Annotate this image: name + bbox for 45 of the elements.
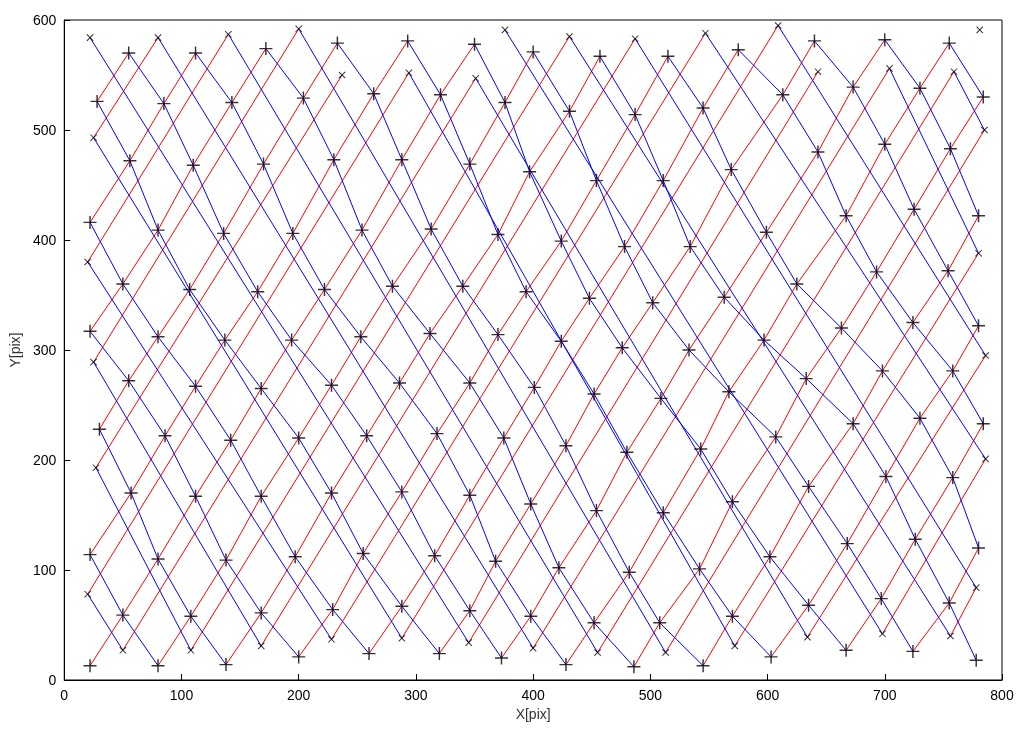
x-tick-label: 400 [521, 687, 546, 703]
point [119, 646, 127, 654]
x-axis-title: X[pix] [515, 705, 551, 722]
point [90, 358, 98, 366]
point [154, 34, 162, 42]
y-tick-label: 500 [32, 122, 57, 138]
point [814, 68, 822, 76]
x-tick-label: 600 [755, 687, 780, 703]
y-tick-label: 200 [32, 452, 57, 468]
y-tick-label: 400 [32, 232, 57, 248]
x-tick-label: 0 [60, 687, 69, 703]
y-tick-label: 0 [48, 672, 57, 688]
point [92, 464, 100, 472]
point [398, 634, 406, 642]
y-tick-label: 100 [32, 562, 57, 578]
x-tick-label: 300 [404, 687, 428, 703]
x-tick-label: 700 [873, 687, 897, 703]
point [980, 126, 988, 134]
point [84, 258, 92, 266]
point [976, 26, 984, 34]
point [631, 35, 639, 43]
y-tick-label: 600 [32, 12, 57, 28]
y-axis-title: Y[pix] [7, 332, 23, 368]
point [946, 632, 954, 640]
point [224, 30, 232, 38]
point [975, 249, 983, 257]
x-tick-label: 200 [287, 687, 311, 703]
point [731, 642, 739, 650]
x-tick-label: 800 [990, 687, 1014, 703]
point [774, 21, 782, 30]
x-tick-label: 500 [638, 687, 663, 703]
x-tick-label: 100 [169, 687, 194, 703]
point [187, 646, 195, 654]
point [405, 69, 413, 77]
point [803, 633, 811, 641]
point [878, 630, 886, 638]
point [972, 584, 980, 592]
point [295, 25, 303, 33]
point [950, 68, 958, 76]
point [701, 29, 709, 37]
point [86, 34, 94, 42]
point [84, 590, 92, 598]
y-tick-label: 300 [32, 342, 57, 358]
point [982, 455, 990, 463]
point [472, 74, 480, 82]
